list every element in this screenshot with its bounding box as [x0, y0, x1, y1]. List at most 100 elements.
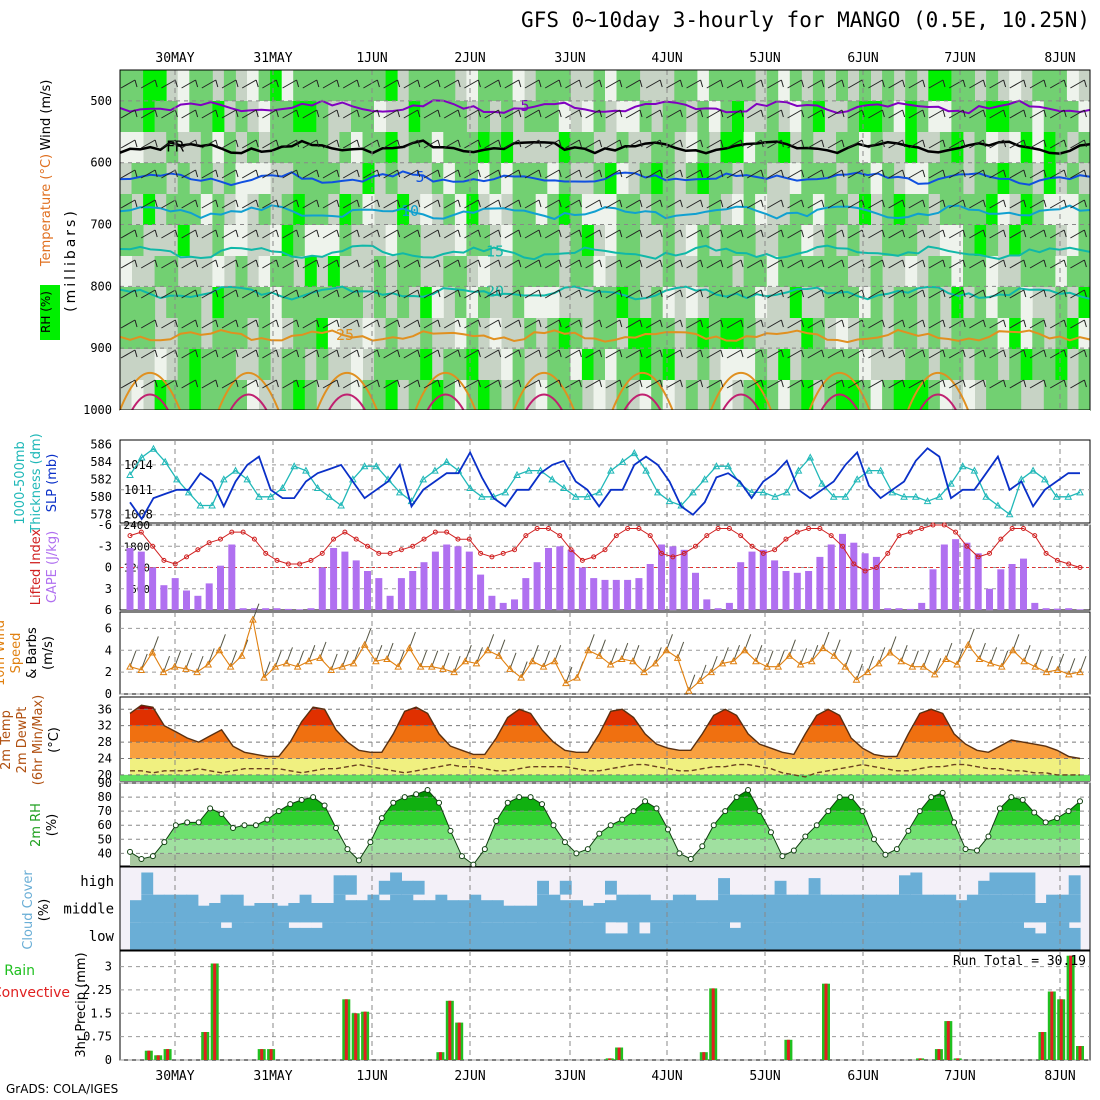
wind-barb-flag [1083, 169, 1087, 178]
wind-barb [464, 349, 479, 359]
rh-cell [801, 380, 814, 411]
wind-speed-point [372, 657, 380, 665]
wind-barb [423, 229, 439, 239]
wind-barb-flag [296, 139, 300, 148]
wind-barb-flag [700, 319, 704, 328]
rh-cell [385, 318, 398, 349]
cape-bar [556, 546, 564, 611]
cloud-cell [853, 894, 866, 923]
rh-cell [743, 194, 756, 225]
cape-bar [431, 551, 439, 610]
cape-bar [454, 546, 462, 611]
wind-barb-flag [881, 79, 885, 88]
wind-barb [888, 379, 903, 389]
rh-cell [836, 256, 848, 287]
wind-barb [140, 169, 156, 179]
bottom-date-label: 5JUN [749, 1069, 780, 1084]
wind-barb [241, 349, 257, 359]
wind-barb [827, 349, 843, 359]
wind-barb-flag [134, 199, 138, 208]
wind-barb [120, 229, 136, 239]
thickness-point [653, 488, 662, 496]
wind-barb [787, 199, 802, 209]
rh-cell [674, 101, 687, 132]
thickness-point [243, 475, 252, 483]
wind-barb [120, 139, 136, 149]
rh-point [642, 798, 649, 805]
wind-barb-flag [518, 109, 522, 118]
rh-cell [304, 225, 317, 256]
wind-barb-flag [538, 199, 542, 208]
wind-barb [140, 79, 156, 89]
cape-bar [725, 602, 733, 610]
wind-barb [847, 139, 863, 149]
rh-cell [478, 70, 490, 101]
surface-barb [442, 652, 450, 670]
cloud-cell [435, 894, 448, 923]
wind-barb-flag [296, 169, 300, 178]
wind-barb-flag [902, 109, 906, 118]
wind-barb [201, 379, 217, 389]
surface-barb [945, 642, 953, 660]
wind-barb-flag [982, 259, 986, 268]
rh-cell [1055, 318, 1068, 349]
cloud-cell [311, 903, 323, 923]
wind-barb [888, 229, 903, 239]
wind-barb [565, 259, 580, 269]
cape-bar [250, 608, 258, 610]
cloud-cell [672, 894, 685, 923]
wind-barb-flag [215, 259, 219, 268]
cloud-cell [424, 900, 436, 923]
rh-cell [859, 318, 871, 349]
wind-barb [120, 79, 136, 89]
rh-cell [200, 380, 213, 411]
lifted-index-point [692, 543, 698, 549]
wind-barb [524, 259, 540, 269]
surface-barb [777, 650, 785, 667]
wind-barb [686, 169, 701, 179]
cloud-cell [378, 880, 391, 895]
wind-barb [423, 199, 439, 209]
rh-cell [466, 349, 479, 380]
surface-barb [1057, 653, 1065, 671]
rh-cell [905, 380, 918, 411]
wind-barb-flag [255, 319, 259, 328]
wind-barb-flag [275, 259, 279, 268]
hot-contour [820, 393, 859, 411]
wind-barb-flag [215, 349, 219, 358]
rh-point [790, 847, 797, 854]
wind-barb [443, 199, 459, 209]
lifted-index-point [217, 536, 223, 542]
wind-barb-flag [679, 199, 683, 208]
cloud-cell [548, 922, 561, 950]
wind-barb-flag [780, 199, 784, 208]
pressure-tick: 900 [90, 341, 112, 355]
precip-convective-bar [269, 1049, 273, 1060]
wind-barb-flag [154, 199, 158, 208]
thickness-tick: 584 [90, 455, 112, 469]
rh-cell [882, 101, 895, 132]
wind-barb [787, 229, 802, 239]
rh-point [207, 805, 214, 812]
wind-barb [443, 229, 459, 239]
wind-barb [201, 139, 217, 149]
wind-barb-flag [982, 349, 986, 358]
wind-barb-flag [780, 229, 784, 238]
rh-cell [327, 163, 340, 194]
cape-bar [545, 548, 552, 610]
wind-barb [847, 169, 863, 179]
surface-barb [923, 650, 930, 667]
cape-bar [986, 588, 993, 611]
wind-barb [464, 289, 479, 299]
thickness-point [630, 449, 639, 457]
wind-speed-point [696, 676, 704, 684]
wind-barb-flag [134, 289, 138, 298]
rh-point [504, 799, 511, 806]
thickness-point [431, 466, 439, 474]
wind-barb [181, 289, 196, 299]
wind-barb [625, 169, 641, 179]
rh-cell [1020, 101, 1033, 132]
wind-barb [1009, 379, 1025, 389]
rh-cell [327, 225, 340, 256]
wind-barb [746, 109, 762, 119]
